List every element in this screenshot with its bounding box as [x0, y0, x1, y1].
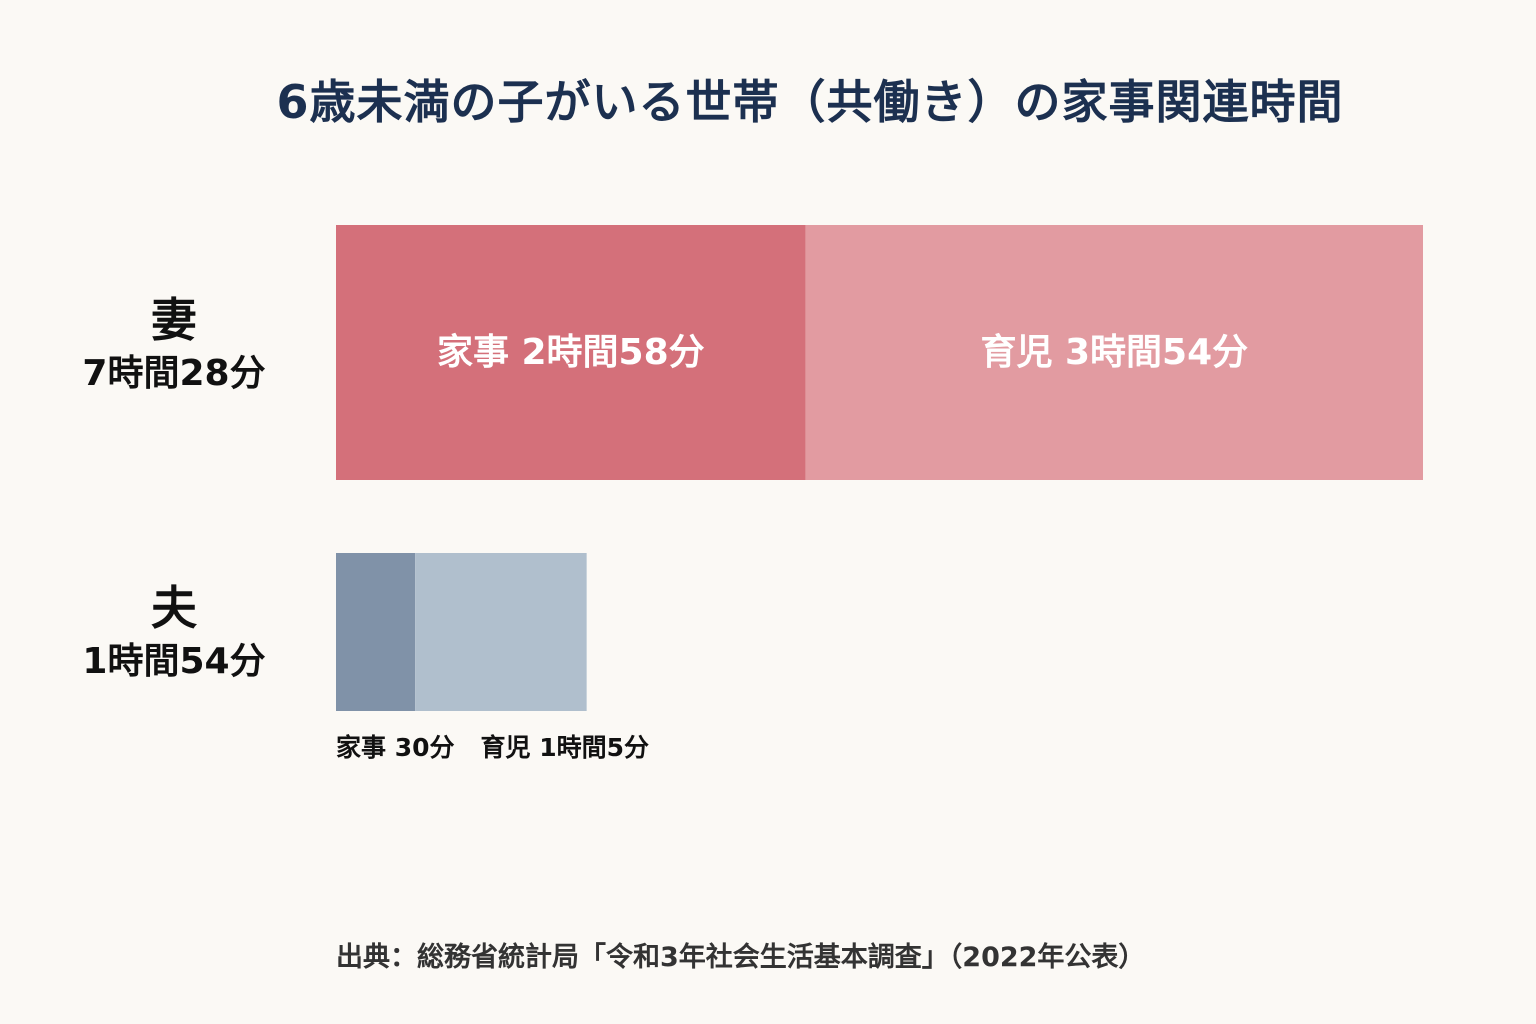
- row-name-wife: 妻: [151, 293, 197, 347]
- bar-segment-label-r1-s1: 育児 1時間5分: [481, 733, 650, 762]
- row-total-wife: 7時間28分: [82, 353, 266, 394]
- chart-title: 6歳未満の子がいる世帯（共働き）の家事関連時間: [276, 75, 1344, 129]
- bar-segment-label-r0-s1: 育児 3時間54分: [980, 332, 1248, 373]
- bar-segment-r0-s0: [336, 225, 806, 480]
- row-label-wife: 妻 7時間28分: [40, 290, 308, 398]
- row-total-husband: 1時間54分: [82, 641, 266, 682]
- row-label-husband: 夫 1時間54分: [40, 578, 308, 686]
- bar-segment-r1-s0: [336, 553, 416, 711]
- bar-segment-r0-s1: [805, 225, 1423, 480]
- source-note: 出典：総務省統計局「令和3年社会生活基本調査」（2022年公表）: [336, 942, 1146, 973]
- bar-segment-r1-s1: [415, 553, 587, 711]
- bar-segment-label-r0-s0: 家事 2時間58分: [437, 332, 705, 373]
- row-name-husband: 夫: [151, 581, 197, 635]
- bar-segment-label-r1-s0: 家事 30分: [336, 733, 455, 762]
